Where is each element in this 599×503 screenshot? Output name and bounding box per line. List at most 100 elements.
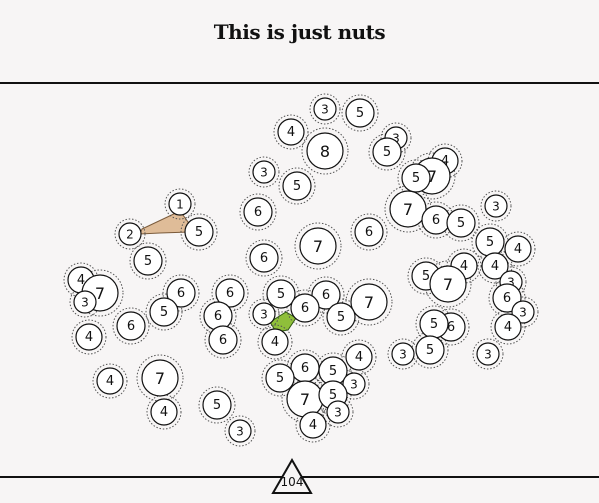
number-node[interactable]: 3: [253, 161, 275, 183]
number-node[interactable]: 3: [327, 401, 349, 423]
number-node[interactable]: 4: [278, 119, 304, 145]
number-node[interactable]: 5: [402, 164, 430, 192]
node-value: 6: [214, 309, 222, 324]
number-node[interactable]: 4: [97, 368, 123, 394]
node-value: 5: [195, 225, 203, 240]
number-node[interactable]: 3: [477, 343, 499, 365]
node-value: 5: [329, 364, 337, 379]
number-node[interactable]: 5: [476, 228, 504, 256]
number-node[interactable]: 1: [169, 193, 191, 215]
number-node[interactable]: 4: [505, 236, 531, 262]
node-value: 3: [399, 348, 407, 362]
node-value: 5: [412, 171, 420, 186]
number-node[interactable]: 5: [185, 218, 213, 246]
node-value: 4: [271, 335, 279, 350]
node-value: 1: [176, 198, 184, 212]
node-value: 6: [254, 205, 262, 220]
node-value: 2: [126, 228, 134, 242]
node-value: 7: [403, 200, 413, 219]
number-node[interactable]: 7: [142, 360, 178, 396]
number-node[interactable]: 4: [262, 329, 288, 355]
number-node[interactable]: 5: [420, 310, 448, 338]
node-value: 6: [432, 213, 440, 228]
move-counter: 104: [273, 460, 311, 493]
node-value: 3: [260, 166, 268, 180]
node-value: 5: [383, 145, 391, 160]
number-node[interactable]: 7: [287, 381, 323, 417]
number-node[interactable]: 5: [266, 364, 294, 392]
number-node[interactable]: 6: [355, 218, 383, 246]
number-node[interactable]: 5: [134, 247, 162, 275]
node-value: 5: [426, 343, 434, 358]
number-node[interactable]: 3: [229, 420, 251, 442]
node-value: 3: [519, 306, 527, 320]
number-node[interactable]: 5: [327, 303, 355, 331]
node-value: 5: [422, 269, 430, 284]
node-value: 5: [276, 371, 284, 386]
number-node[interactable]: 6: [422, 206, 450, 234]
number-node[interactable]: 4: [346, 344, 372, 370]
node-value: 5: [430, 317, 438, 332]
number-node[interactable]: 6: [117, 312, 145, 340]
node-value: 7: [443, 275, 453, 294]
number-node[interactable]: 5: [346, 99, 374, 127]
number-node[interactable]: 4: [76, 324, 102, 350]
node-value: 4: [355, 350, 363, 365]
node-value: 3: [492, 200, 500, 214]
move-counter-value: 104: [281, 475, 304, 489]
node-value: 7: [364, 293, 374, 312]
node-value: 4: [160, 405, 168, 420]
node-value: 6: [219, 333, 227, 348]
number-node[interactable]: 5: [416, 336, 444, 364]
node-value: 4: [287, 125, 295, 140]
node-layer: 3 548354753531 76 562 5 67 5 465 4 45 7 34736 6 5 6 7 66…: [64, 94, 538, 446]
number-node[interactable]: 4: [495, 314, 521, 340]
node-value: 5: [457, 216, 465, 231]
number-node[interactable]: 7: [390, 191, 426, 227]
number-node[interactable]: 6: [204, 302, 232, 330]
node-value: 3: [321, 103, 329, 117]
node-value: 6: [177, 286, 185, 301]
node-value: 3: [350, 378, 358, 392]
node-value: 5: [277, 287, 285, 302]
number-node[interactable]: 3: [314, 98, 336, 120]
number-node[interactable]: 7: [351, 284, 387, 320]
number-node[interactable]: 7: [300, 228, 336, 264]
number-node[interactable]: 5: [203, 391, 231, 419]
node-value: 3: [81, 296, 89, 310]
number-node[interactable]: 6: [291, 354, 319, 382]
number-node[interactable]: 5: [447, 209, 475, 237]
number-node[interactable]: 4: [300, 412, 326, 438]
node-value: 5: [144, 254, 152, 269]
node-value: 7: [155, 369, 165, 388]
number-node[interactable]: 6: [244, 198, 272, 226]
node-value: 3: [260, 308, 268, 322]
node-value: 7: [300, 390, 310, 409]
node-value: 4: [85, 330, 93, 345]
number-node[interactable]: 2: [119, 223, 141, 245]
node-value: 4: [504, 320, 512, 335]
number-node[interactable]: 4: [151, 399, 177, 425]
node-value: 7: [313, 237, 323, 256]
number-node[interactable]: 3: [74, 291, 96, 313]
number-node[interactable]: 6: [250, 244, 278, 272]
node-value: 6: [365, 225, 373, 240]
node-value: 3: [484, 348, 492, 362]
number-node[interactable]: 7: [430, 266, 466, 302]
node-value: 5: [486, 235, 494, 250]
number-node[interactable]: 5: [283, 172, 311, 200]
number-node[interactable]: 5: [373, 138, 401, 166]
number-node[interactable]: 3: [485, 195, 507, 217]
node-value: 8: [320, 142, 330, 161]
number-node[interactable]: 6: [209, 326, 237, 354]
number-node[interactable]: 5: [150, 298, 178, 326]
node-value: 3: [236, 425, 244, 439]
number-node[interactable]: 5: [267, 280, 295, 308]
number-node[interactable]: 8: [307, 133, 343, 169]
number-node[interactable]: 3: [253, 303, 275, 325]
node-value: 4: [309, 418, 317, 433]
number-node[interactable]: 6: [291, 294, 319, 322]
number-node[interactable]: 3: [392, 343, 414, 365]
node-value: 6: [260, 251, 268, 266]
